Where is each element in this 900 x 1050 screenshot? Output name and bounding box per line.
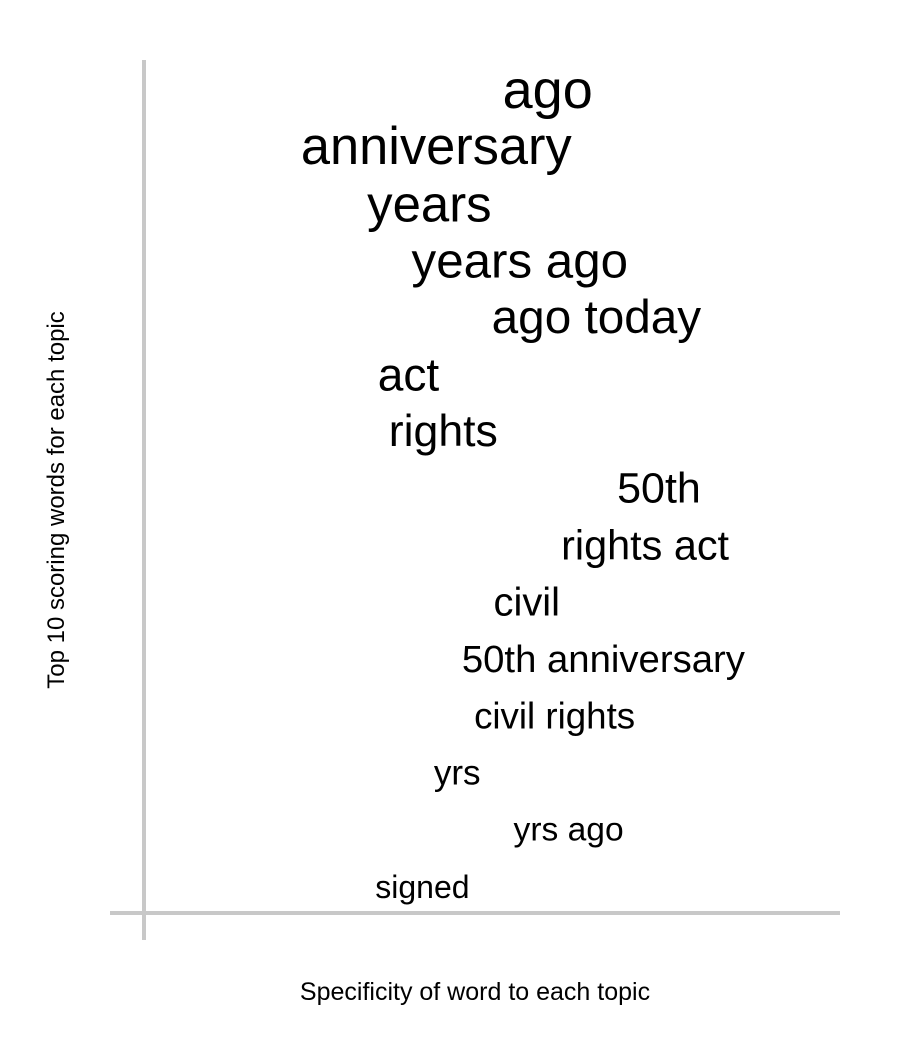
word-label: act: [378, 349, 440, 401]
x-axis-label: Specificity of word to each topic: [299, 978, 651, 1006]
word-label: rights act: [561, 522, 729, 568]
word-label: ago: [503, 60, 593, 120]
word-label: ago today: [492, 291, 702, 344]
y-axis-label: Top 10 scoring words for each topic: [43, 311, 70, 689]
word-label: 50th: [617, 465, 701, 513]
word-label: civil: [494, 580, 560, 624]
word-label: civil rights: [474, 696, 635, 737]
word-label: yrs: [434, 754, 481, 793]
word-label: 50th anniversary: [462, 638, 746, 681]
word-label: yrs ago: [514, 812, 624, 849]
word-label: signed: [375, 869, 469, 905]
word-label: rights: [389, 407, 498, 456]
word-label: anniversary: [301, 118, 573, 176]
word-label: years ago: [412, 233, 629, 288]
word-label: years: [367, 175, 491, 232]
